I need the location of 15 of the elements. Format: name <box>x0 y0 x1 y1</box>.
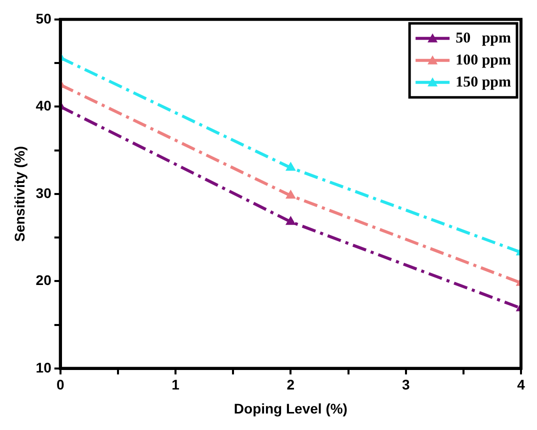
x-tick-label: 4 <box>517 376 526 393</box>
legend-label: 150 ppm <box>456 74 512 90</box>
y-tick-label: 10 <box>36 359 52 376</box>
y-tick-label: 50 <box>36 10 52 26</box>
x-tick-label: 2 <box>286 376 295 393</box>
x-axis-title: Doping Level (%) <box>234 400 348 416</box>
y-tick-label: 40 <box>36 98 52 114</box>
x-tick-label: 3 <box>402 376 410 393</box>
y-tick-label: 20 <box>36 272 52 288</box>
x-tick-label: 1 <box>172 376 180 393</box>
y-axis-title: Sensitivity (%) <box>11 146 28 242</box>
y-tick-label: 30 <box>36 184 52 201</box>
legend-label: 50 ppm <box>456 30 512 46</box>
x-tick-label: 0 <box>56 376 64 393</box>
legend-label: 100 ppm <box>456 52 512 68</box>
